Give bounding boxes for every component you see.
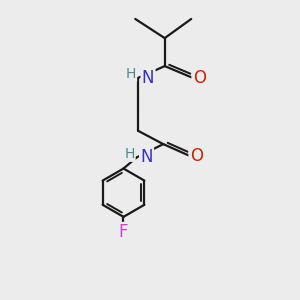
Text: N: N <box>140 148 153 166</box>
Text: N: N <box>142 69 154 87</box>
Text: H: H <box>124 147 135 161</box>
Text: O: O <box>190 147 203 165</box>
Text: O: O <box>193 69 206 87</box>
Text: F: F <box>119 223 128 241</box>
Text: H: H <box>126 67 136 81</box>
